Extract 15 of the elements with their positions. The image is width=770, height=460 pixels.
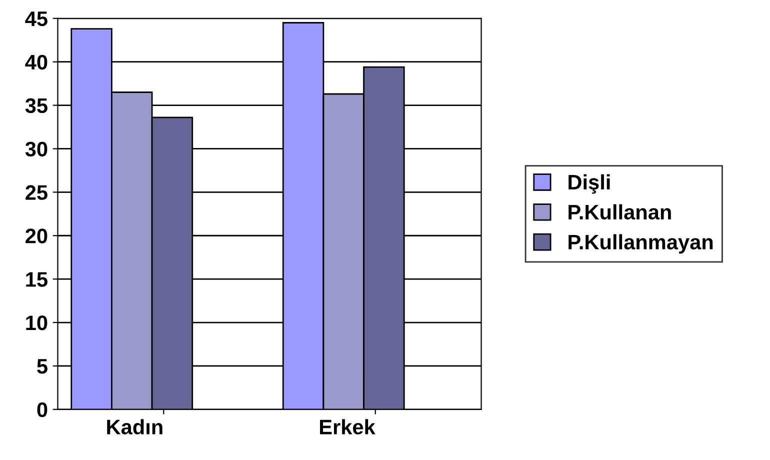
y-tick-label: 15 xyxy=(26,272,48,287)
legend-label: P.Kullanmayan xyxy=(568,234,713,254)
y-tick-label: 45 xyxy=(25,12,48,26)
x-tick-label: Erkek xyxy=(320,419,376,434)
x-tick-label: Kadın xyxy=(107,419,162,434)
y-tick-label: 30 xyxy=(25,142,48,157)
y-tick-label: 10 xyxy=(26,316,48,330)
legend-label: Dişli xyxy=(568,174,610,194)
legend-label: P.Kullanan xyxy=(568,204,671,220)
y-tick-label: 40 xyxy=(25,54,48,70)
y-tick-label: 0 xyxy=(37,402,48,418)
y-tick-label: 25 xyxy=(26,185,48,200)
y-tick-label: 35 xyxy=(25,98,48,114)
y-tick-label: 20 xyxy=(26,228,48,244)
y-tick-label: 5 xyxy=(37,359,48,374)
